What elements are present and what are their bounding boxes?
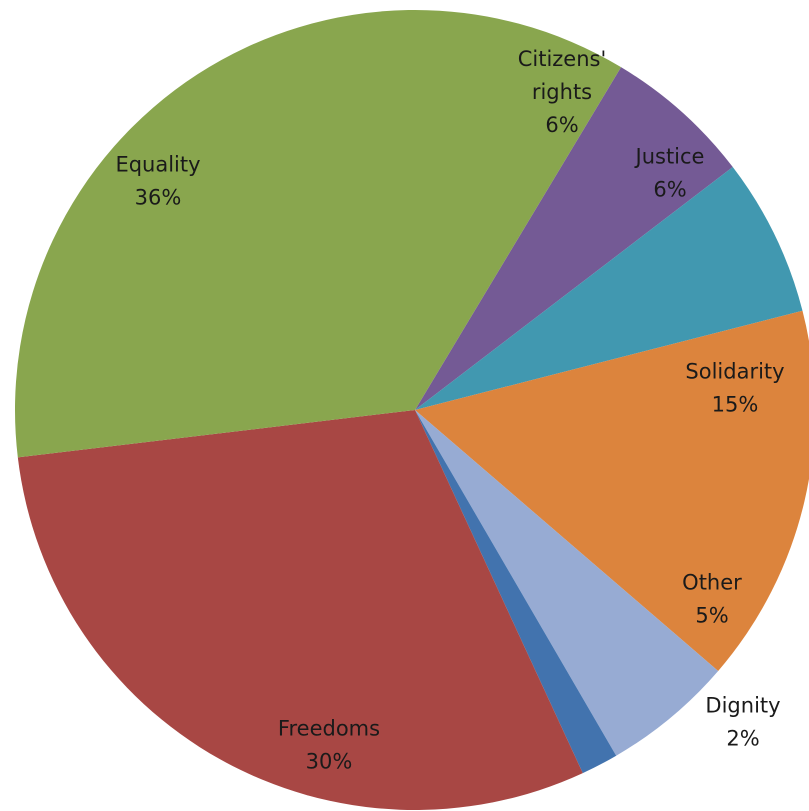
pie-slice-freedoms	[17, 410, 583, 811]
slice-percent-label-equality: 36%	[135, 186, 182, 210]
pie-slices	[14, 9, 809, 811]
pie-slice-equality	[14, 9, 622, 458]
slice-category-label-solidarity: Solidarity	[685, 360, 784, 384]
pie-slice-solidarity	[415, 310, 809, 671]
pie-slice-citizens-rights	[415, 67, 733, 410]
slice-percent-label-justice: 6%	[653, 178, 686, 202]
slice-category-label-citizens-rights: Citizens'	[518, 47, 607, 71]
pie-slice-other	[415, 410, 719, 756]
slice-category-label-freedoms: Freedoms	[278, 717, 380, 741]
slice-percent-label-solidarity: 15%	[712, 393, 759, 417]
slice-category-label-citizens-rights: rights	[532, 80, 592, 104]
pie-slice-dignity	[415, 410, 617, 774]
slice-percent-label-citizens-rights: 6%	[545, 113, 578, 137]
pie-slice-justice	[415, 167, 803, 410]
slice-percent-label-dignity: 2%	[726, 727, 759, 751]
slice-category-label-dignity: Dignity	[705, 694, 780, 718]
slice-percent-label-freedoms: 30%	[306, 750, 353, 774]
slice-percent-label-other: 5%	[695, 604, 728, 628]
pie-labels: Citizens' rights 6% Justice 6% Solidarity 15% O…	[115, 47, 784, 774]
slice-category-label-equality: Equality	[115, 153, 200, 177]
slice-category-label-justice: Justice	[634, 145, 705, 169]
slice-category-label-other: Other	[682, 571, 742, 595]
